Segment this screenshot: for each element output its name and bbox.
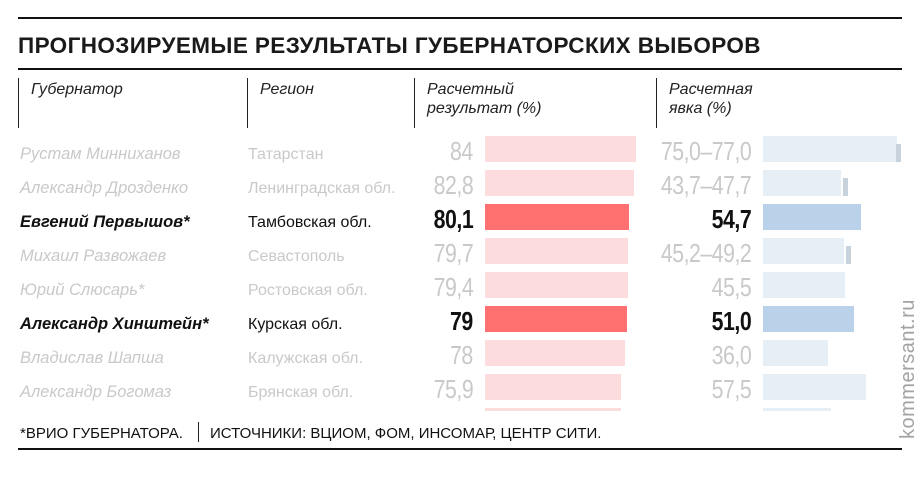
turnout-value: 51,0 xyxy=(711,306,751,336)
region-name: Ростовская обл. xyxy=(248,282,368,299)
result-value: 79,4 xyxy=(433,272,473,302)
governor-name: Михаил Развожаев xyxy=(20,247,167,265)
header-result-line2: результат (%) xyxy=(427,100,542,117)
result-bar xyxy=(485,374,621,400)
result-bar xyxy=(485,272,628,298)
turnout-range-marker xyxy=(846,246,851,264)
region-name: Севастополь xyxy=(248,248,345,265)
result-bar xyxy=(485,408,621,411)
turnout-bar xyxy=(763,306,854,332)
turnout-range-marker xyxy=(896,144,901,162)
result-value: 80,1 xyxy=(433,204,473,234)
turnout-value: 54,7 xyxy=(711,204,751,234)
result-value: 84 xyxy=(450,136,473,166)
region-name: Курская обл. xyxy=(248,316,343,333)
top-rule xyxy=(18,17,902,19)
footnote-divider xyxy=(198,422,199,442)
header-governor: Губернатор xyxy=(31,81,123,98)
turnout-bar xyxy=(763,238,844,264)
turnout-range-marker xyxy=(843,178,848,196)
turnout-bar xyxy=(763,374,866,400)
header-region: Регион xyxy=(260,81,314,98)
turnout-value: 45,5 xyxy=(711,272,751,302)
result-bar xyxy=(485,170,634,196)
result-value: 78 xyxy=(450,340,473,370)
region-name: Калужская обл. xyxy=(248,350,363,367)
header-divider xyxy=(414,78,415,128)
result-bar xyxy=(485,306,627,332)
turnout-bar xyxy=(763,408,831,411)
result-bar xyxy=(485,238,628,264)
region-name: Брянская обл. xyxy=(248,384,354,401)
footnote: *ВРИО ГУБЕРНАТОРА. xyxy=(20,425,183,442)
governor-name: Юрий Слюсарь* xyxy=(20,281,145,299)
turnout-value: 36,0 xyxy=(711,340,751,370)
turnout-value: 38,0–42,0 xyxy=(661,408,752,411)
turnout-bar xyxy=(763,170,841,196)
turnout-value: 45,2–49,2 xyxy=(660,238,752,268)
governor-name: Владислав Шапша xyxy=(20,349,164,367)
chart-title: ПРОГНОЗИРУЕМЫЕ РЕЗУЛЬТАТЫ ГУБЕРНАТОРСКИХ… xyxy=(18,33,761,58)
result-bar xyxy=(485,204,629,230)
governor-name: Александр Дрозденко xyxy=(20,179,189,197)
header-turnout-line1: Расчетная xyxy=(669,81,753,98)
header-divider xyxy=(656,78,657,128)
header-result-line1: Расчетный xyxy=(427,81,514,98)
governor-name: Евгений Первышов* xyxy=(20,213,190,231)
turnout-bar xyxy=(763,272,845,298)
region-name: Ленинградская обл. xyxy=(248,180,396,197)
turnout-value: 43,7–47,7 xyxy=(660,170,752,200)
sources: ИСТОЧНИКИ: ВЦИОМ, ФОМ, ИНСОМАР, ЦЕНТР СИ… xyxy=(210,425,602,442)
result-value: 75,9 xyxy=(433,374,473,404)
turnout-bar xyxy=(763,204,861,230)
turnout-bar xyxy=(763,340,828,366)
header-turnout: Расчетная явка (%) xyxy=(669,80,753,118)
title-rule xyxy=(18,68,902,70)
chart-rows: Рустам Минниханов Татарстан 84 75,0–77,0 Але… xyxy=(20,136,901,411)
header-turnout-line2: явка (%) xyxy=(669,100,732,117)
result-bar xyxy=(485,136,636,162)
governor-name: Рустам Минниханов xyxy=(20,145,181,163)
governor-name: Александр Хинштейн* xyxy=(20,315,209,333)
bottom-rule xyxy=(18,448,902,450)
header-result: Расчетный результат (%) xyxy=(427,80,541,118)
region-name: Тамбовская обл. xyxy=(248,214,372,231)
header-divider xyxy=(18,78,19,128)
result-value: 82,8 xyxy=(433,170,473,200)
watermark: kommersant.ru xyxy=(897,299,919,439)
header-divider xyxy=(247,78,248,128)
result-bar xyxy=(485,340,625,366)
turnout-value: 75,0–77,0 xyxy=(660,136,752,166)
result-value: 79,7 xyxy=(433,238,473,268)
region-name: Татарстан xyxy=(248,146,324,163)
turnout-bar xyxy=(763,136,897,162)
result-value: 75,8 xyxy=(433,408,473,411)
result-value: 79 xyxy=(450,306,473,336)
governor-name: Александр Богомаз xyxy=(20,383,172,401)
turnout-value: 57,5 xyxy=(711,374,751,404)
